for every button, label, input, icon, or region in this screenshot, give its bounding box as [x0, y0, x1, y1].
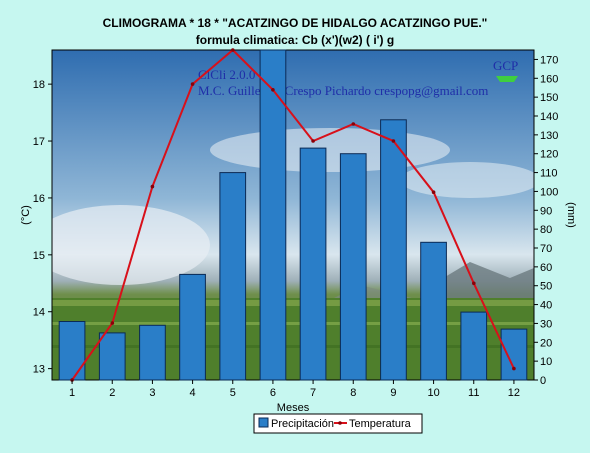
legend-marker-temperature	[338, 421, 342, 425]
right-axis-ticks: 0 10 20 30 40 50 60 70 80 90 100 110 120 130 140 150 160…	[534, 54, 558, 387]
precipitation-bar	[179, 273, 206, 381]
left-tick-label: 17	[33, 136, 45, 148]
right-tick-label: 30	[540, 318, 552, 330]
left-tick-label: 13	[33, 364, 45, 376]
chart-subtitle: formula climatica: Cb (x')(w2) ( i') g	[196, 33, 394, 47]
x-tick-label: 12	[508, 387, 520, 399]
temperature-point	[150, 184, 155, 189]
precipitation-bar	[219, 172, 247, 381]
y-axis-right-label: (mm)	[565, 202, 577, 228]
x-tick-label: 3	[149, 387, 155, 399]
x-tick-label: 7	[310, 387, 316, 399]
watermark-line2: M.C. Guillermo Crespo Pichardo crespopg@…	[198, 83, 488, 98]
temperature-line	[71, 48, 515, 381]
temperature-point	[110, 321, 115, 325]
x-tick-label: 2	[109, 387, 115, 399]
left-tick-label: 14	[33, 307, 45, 319]
right-tick-label: 10	[540, 356, 552, 368]
precipitation-bar	[259, 49, 287, 381]
right-tick-label: 160	[540, 73, 558, 85]
legend-label-temperature: Temperatura	[349, 418, 412, 430]
right-tick-label: 170	[540, 54, 558, 66]
right-tick-label: 80	[540, 224, 552, 236]
right-tick-label: 90	[540, 205, 552, 217]
left-axis-ticks: 13 14 15 16 17 18	[33, 79, 52, 376]
x-tick-label: 8	[350, 387, 356, 399]
precipitation-bar	[500, 328, 528, 381]
right-tick-label: 110	[540, 168, 558, 180]
x-axis-ticks: 1 2 3 4 5 6 7 8 9 10 11 12	[69, 380, 520, 399]
right-tick-label: 0	[540, 375, 546, 387]
right-tick-label: 120	[540, 149, 558, 161]
precipitation-bar	[299, 147, 327, 381]
chart-legend: Precipitación Temperatura	[253, 413, 423, 434]
left-tick-label: 16	[33, 193, 45, 205]
y-axis-left-label: (°C)	[20, 205, 32, 225]
x-tick-label: 6	[270, 387, 276, 399]
temperature-series	[70, 48, 516, 382]
temperature-point	[271, 88, 275, 92]
right-tick-label: 50	[540, 281, 552, 293]
right-tick-label: 20	[540, 337, 552, 349]
plot-area-frame	[51, 49, 535, 381]
x-tick-label: 10	[427, 387, 439, 399]
x-tick-label: 4	[190, 387, 196, 399]
temperature-point	[231, 48, 235, 52]
temperature-point	[311, 139, 315, 143]
precipitation-bar	[339, 153, 367, 381]
x-tick-label: 11	[468, 387, 479, 399]
watermark-line1: ClCli 2.0.0	[198, 67, 255, 82]
right-tick-label: 130	[540, 130, 558, 142]
chart-title: CLIMOGRAMA * 18 * "ACATZINGO DE HIDALGO …	[103, 16, 488, 30]
right-tick-label: 140	[540, 111, 558, 123]
gcp-logo-mark	[496, 76, 518, 82]
left-tick-label: 18	[33, 79, 45, 91]
precipitation-bar	[380, 119, 407, 381]
precipitation-bar	[98, 332, 126, 381]
x-tick-label: 1	[69, 387, 75, 399]
precipitation-bar	[420, 241, 447, 381]
right-tick-label: 100	[540, 186, 558, 198]
temperature-point	[472, 281, 476, 286]
temperature-point	[431, 190, 436, 194]
temperature-point	[190, 82, 195, 86]
x-tick-label: 9	[390, 387, 396, 399]
precipitation-bar	[460, 311, 488, 381]
temperature-point	[512, 366, 516, 371]
legend-swatch-precipitation	[258, 417, 269, 428]
precipitation-bar	[58, 321, 86, 381]
right-tick-label: 40	[540, 300, 552, 312]
right-tick-label: 70	[540, 243, 552, 255]
right-tick-label: 150	[540, 92, 558, 104]
temperature-point	[391, 139, 396, 143]
right-tick-label: 60	[540, 262, 552, 274]
x-axis-label: Meses	[277, 402, 310, 414]
gcp-logo: GCP	[493, 58, 518, 73]
precipitation-bar	[139, 324, 166, 381]
temperature-point	[351, 122, 356, 126]
x-tick-label: 5	[230, 387, 236, 399]
left-tick-label: 15	[33, 250, 45, 262]
legend-label-precipitation: Precipitación	[271, 418, 334, 430]
